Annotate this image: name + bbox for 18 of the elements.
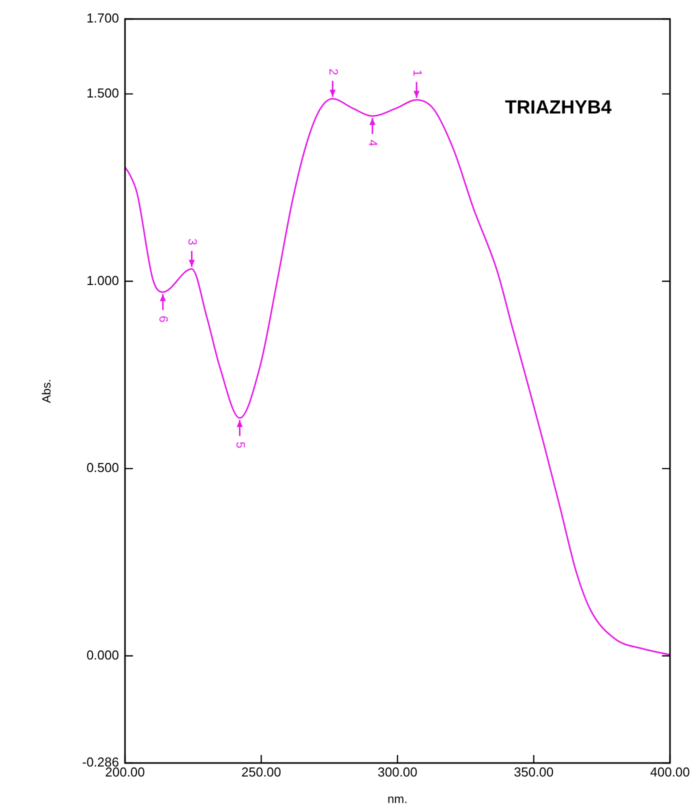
y-tick-label: 0.000 — [86, 647, 119, 662]
annotation: 4 — [366, 140, 380, 147]
y-tick-label: 0.500 — [86, 460, 119, 476]
text: TRIAZHYB4 — [504, 98, 612, 119]
x-axis-title: nm. — [387, 792, 408, 806]
annotation: 5 — [233, 442, 248, 449]
annotation: 3 — [185, 238, 200, 246]
y-tick-label: 1.700 — [86, 10, 119, 26]
x-tick-label: 400.00 — [650, 764, 690, 780]
annotation: 2 — [326, 68, 340, 76]
y-tick-label: 1.500 — [86, 86, 119, 101]
x-tick-label: 300.00 — [378, 764, 418, 780]
x-tick-label: 350.00 — [514, 764, 554, 780]
y-tick-label: 1.000 — [86, 272, 119, 288]
y-axis-title: Abs. — [40, 378, 54, 404]
annotation: 1 — [410, 70, 424, 77]
annotation: 6 — [156, 316, 171, 323]
x-tick-label: 250.00 — [241, 764, 282, 780]
